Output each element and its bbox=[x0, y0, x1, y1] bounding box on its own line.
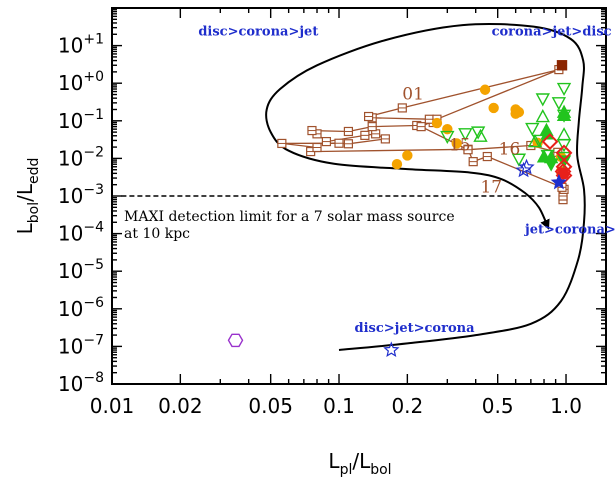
y-axis-title: Lbol/Ledd bbox=[13, 158, 42, 235]
triangle-down-marker bbox=[458, 128, 473, 142]
circle-marker bbox=[431, 117, 443, 129]
triangle-down-marker bbox=[535, 93, 550, 107]
triangle-down-marker bbox=[543, 158, 559, 172]
triangle-down-marker bbox=[551, 97, 567, 111]
hexagon-marker bbox=[227, 333, 244, 348]
circle-marker bbox=[391, 159, 403, 170]
y-tick-label: 10−5 bbox=[58, 257, 104, 283]
y-tick-label: 10−1 bbox=[58, 107, 104, 133]
boundary-curve bbox=[265, 23, 586, 351]
circle-marker bbox=[479, 84, 491, 95]
x-axis-title: Lpl/Lbol bbox=[328, 449, 391, 478]
region-label: disc>corona>jet bbox=[198, 25, 318, 40]
x-tick-label: 0.2 bbox=[391, 394, 423, 418]
triangle-down-marker bbox=[525, 122, 540, 137]
track-label: 16 bbox=[499, 140, 521, 160]
y-tick-label: 10+0 bbox=[58, 69, 104, 95]
triangle-down-marker bbox=[511, 153, 527, 167]
x-tick-label: 0.5 bbox=[482, 394, 514, 418]
diamond-marker bbox=[541, 133, 559, 151]
track-label: 17 bbox=[480, 177, 502, 197]
points-layer bbox=[227, 60, 573, 357]
y-tick-label: 10−6 bbox=[58, 295, 104, 321]
circle-marker bbox=[557, 167, 569, 178]
detection-limit-text: MAXI detection limit for a 7 solar mass … bbox=[124, 209, 455, 225]
square-marker bbox=[556, 60, 568, 71]
x-tick-label: 0.1 bbox=[323, 394, 355, 418]
circle-marker bbox=[451, 138, 462, 149]
x-tick-label: 0.02 bbox=[158, 394, 203, 418]
triangle-up-marker bbox=[556, 104, 572, 118]
y-tick-label: 10−8 bbox=[58, 370, 104, 396]
triangle-up-marker bbox=[473, 128, 488, 142]
star-marker bbox=[383, 341, 400, 357]
detection-limit-text: at 10 kpc bbox=[124, 226, 190, 242]
region-label: jet>corona>disc bbox=[524, 223, 616, 238]
x-tick-label: 1.0 bbox=[550, 394, 582, 418]
star-marker bbox=[518, 158, 535, 175]
axes-layer: 0.01 0.02 0.05 0.1 0.2 0.5 1.0 10+1 10+0 10−1 10−2… bbox=[13, 7, 607, 478]
triangle-down-marker bbox=[440, 130, 455, 145]
y-tick-label: 10+1 bbox=[58, 32, 104, 58]
boundary-layer bbox=[265, 23, 586, 351]
triangle-up-marker bbox=[527, 134, 543, 148]
triangle-down-marker bbox=[556, 82, 572, 97]
y-tick-label: 10−7 bbox=[58, 332, 104, 358]
annotations-layer: MAXI detection limit for a 7 solar mass … bbox=[124, 25, 616, 336]
y-tick-label: 10−3 bbox=[58, 182, 104, 208]
star-marker bbox=[550, 173, 567, 190]
track-label: 01 bbox=[402, 85, 424, 105]
circle-marker bbox=[402, 150, 413, 161]
triangle-up-marker bbox=[556, 127, 572, 141]
track-label: 15 bbox=[449, 136, 471, 156]
x-tick-label: 0.01 bbox=[90, 394, 135, 418]
y-tick-label: 10−4 bbox=[58, 220, 104, 246]
x-tick-label: 0.05 bbox=[248, 394, 293, 418]
region-label: corona>jet>disc bbox=[492, 25, 612, 40]
star-marker bbox=[515, 161, 532, 178]
triangle-down-marker bbox=[531, 134, 547, 148]
triangle-up-marker bbox=[535, 109, 550, 123]
y-tick-label: 10−2 bbox=[58, 144, 104, 170]
region-label: disc>jet>corona bbox=[354, 321, 475, 336]
circle-marker bbox=[488, 102, 499, 114]
circle-marker bbox=[513, 106, 525, 118]
